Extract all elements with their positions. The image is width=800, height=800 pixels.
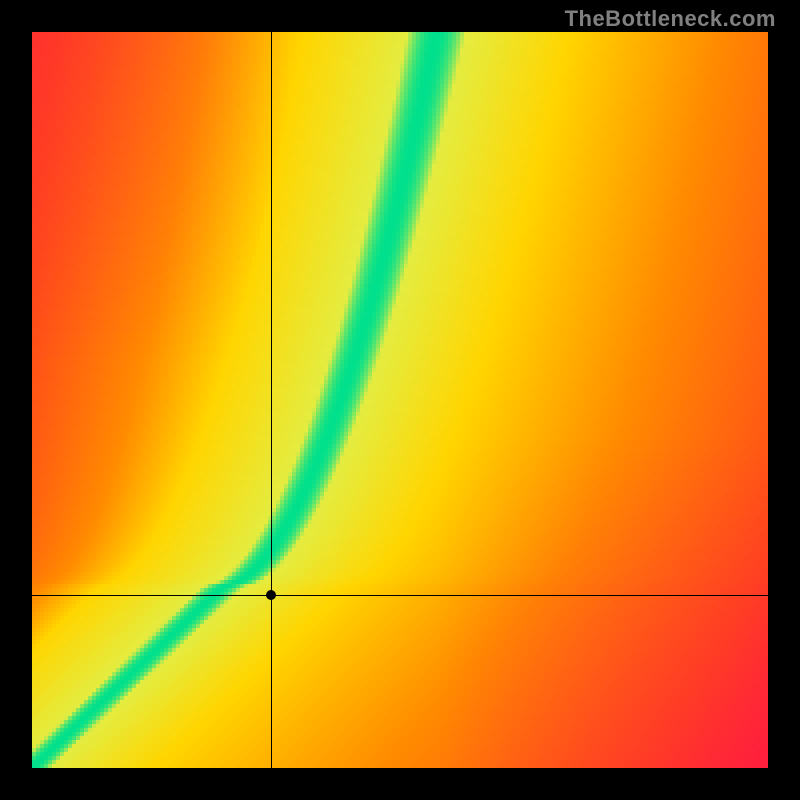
watermark-label: TheBottleneck.com xyxy=(565,6,776,32)
crosshair-horizontal xyxy=(32,595,768,596)
plot-area xyxy=(32,32,768,768)
heatmap-canvas xyxy=(32,32,768,768)
chart-container: TheBottleneck.com xyxy=(0,0,800,800)
data-point-marker xyxy=(266,590,276,600)
crosshair-vertical xyxy=(271,32,272,768)
